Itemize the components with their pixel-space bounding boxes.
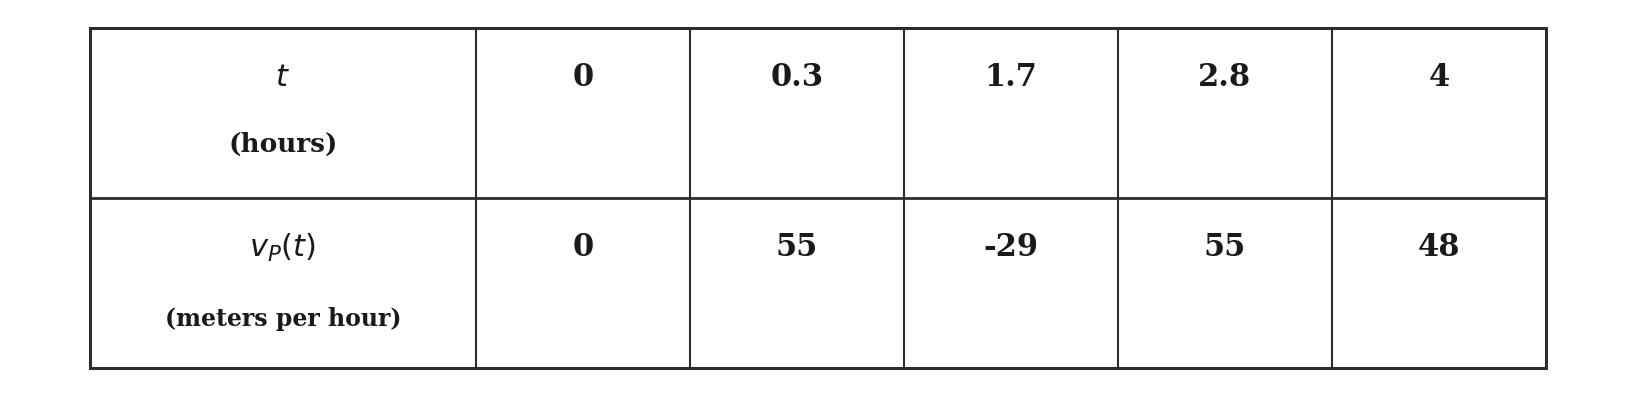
- Text: -29: -29: [983, 232, 1039, 263]
- Text: (hours): (hours): [227, 132, 337, 157]
- Text: 4: 4: [1428, 62, 1449, 93]
- Text: 55: 55: [1204, 232, 1247, 263]
- Text: 1.7: 1.7: [985, 62, 1037, 93]
- Bar: [90, 28, 1546, 368]
- Text: 0: 0: [573, 232, 594, 263]
- Text: 0: 0: [573, 62, 594, 93]
- Text: 0.3: 0.3: [771, 62, 823, 93]
- Text: 2.8: 2.8: [1199, 62, 1252, 93]
- Text: (meters per hour): (meters per hour): [165, 307, 401, 331]
- Text: 48: 48: [1418, 232, 1461, 263]
- Text: $v_P(t)$: $v_P(t)$: [249, 231, 316, 264]
- Text: $t$: $t$: [275, 62, 290, 93]
- Text: 55: 55: [775, 232, 818, 263]
